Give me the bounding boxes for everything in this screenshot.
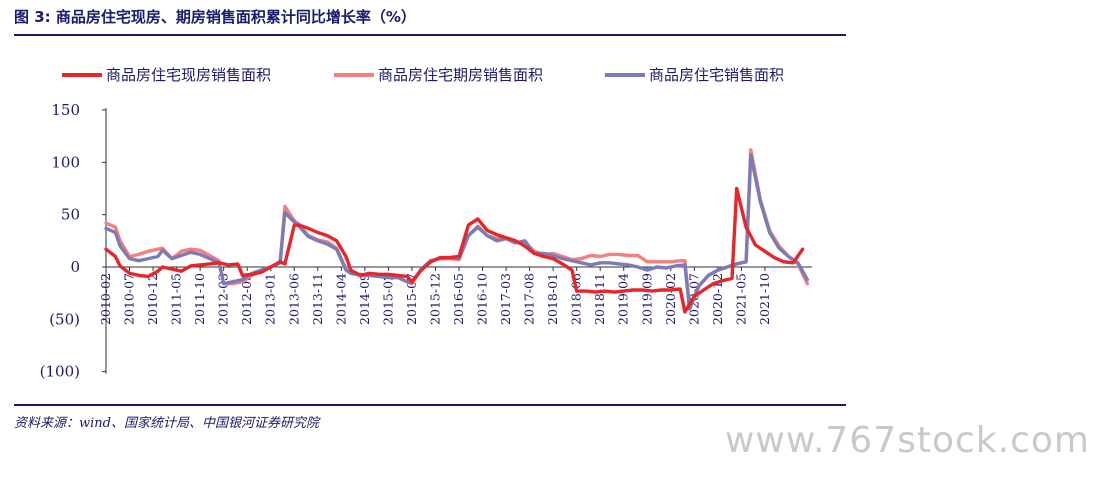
x-tick-label: 2019-09 (639, 273, 654, 325)
x-tick-label: 2015-12 (427, 273, 442, 325)
x-tick-label: 2020-12 (710, 273, 725, 325)
x-tick-label: 2014-09 (357, 273, 372, 325)
y-tick-label: 150 (51, 101, 80, 119)
x-axis: 2010-02 2010-07 2010-12 2011-05 2011-10 2012-… (98, 266, 812, 325)
source-note: 资料来源：wind、国家统计局、中国银河证券研究院 (14, 416, 319, 431)
series-line-1 (104, 186, 805, 314)
legend-label-2: 商品房住宅期房销售面积 (378, 66, 543, 84)
x-tick-label: 2018-06 (569, 273, 584, 325)
figure-title: 图 3: 商品房住宅现房、期房销售面积累计同比增长率（%） (14, 8, 416, 26)
x-tick-label: 2012-08 (239, 273, 254, 325)
legend-label-3: 商品房住宅销售面积 (649, 66, 784, 84)
bottom-rule (14, 404, 846, 406)
y-axis: 150 100 50 0 (50) (100) (40, 101, 107, 381)
series-lines (104, 148, 809, 314)
y-tick-label: 100 (51, 153, 80, 171)
x-tick-label: 2013-06 (286, 273, 301, 325)
x-tick-label: 2010-12 (145, 273, 160, 325)
x-tick-label: 2019-04 (616, 273, 631, 325)
x-tick-label: 2010-02 (98, 273, 113, 325)
x-tick-label: 2018-11 (592, 273, 607, 325)
x-tick-label: 2021-05 (733, 273, 748, 325)
x-tick-label: 2013-01 (263, 273, 278, 325)
chart-svg: 商品房住宅现房销售面积 商品房住宅期房销售面积 商品房住宅销售面积 150 100 50… (40, 66, 812, 381)
x-tick-label: 2011-10 (192, 273, 207, 325)
x-tick-label: 2015-07 (404, 273, 419, 325)
y-tick-label: (50) (49, 310, 80, 328)
chart-legend: 商品房住宅现房销售面积 商品房住宅期房销售面积 商品房住宅销售面积 (62, 66, 784, 84)
y-tick-label: (100) (40, 363, 80, 381)
x-tick-label: 2017-03 (498, 273, 513, 325)
x-tick-label: 2016-05 (451, 273, 466, 325)
x-tick-label: 2011-05 (169, 273, 184, 325)
x-tick-label: 2017-08 (522, 273, 537, 325)
x-tick-label: 2013-11 (310, 273, 325, 325)
x-tick-label: 2021-10 (757, 273, 772, 325)
x-tick-label: 2012-03 (216, 273, 231, 325)
top-rule (14, 34, 846, 36)
x-tick-label: 2010-07 (122, 273, 137, 325)
y-tick-label: 0 (70, 258, 80, 276)
legend-label-1: 商品房住宅现房销售面积 (106, 66, 271, 84)
x-tick-label: 2018-01 (545, 273, 560, 325)
x-tick-label: 2015-02 (380, 273, 395, 325)
x-tick-label: 2020-02 (663, 273, 678, 325)
y-tick-label: 50 (61, 206, 80, 224)
watermark: www.767stock.com (724, 420, 1090, 461)
x-tick-label: 2016-10 (475, 273, 490, 325)
x-tick-label: 2014-04 (333, 273, 348, 325)
